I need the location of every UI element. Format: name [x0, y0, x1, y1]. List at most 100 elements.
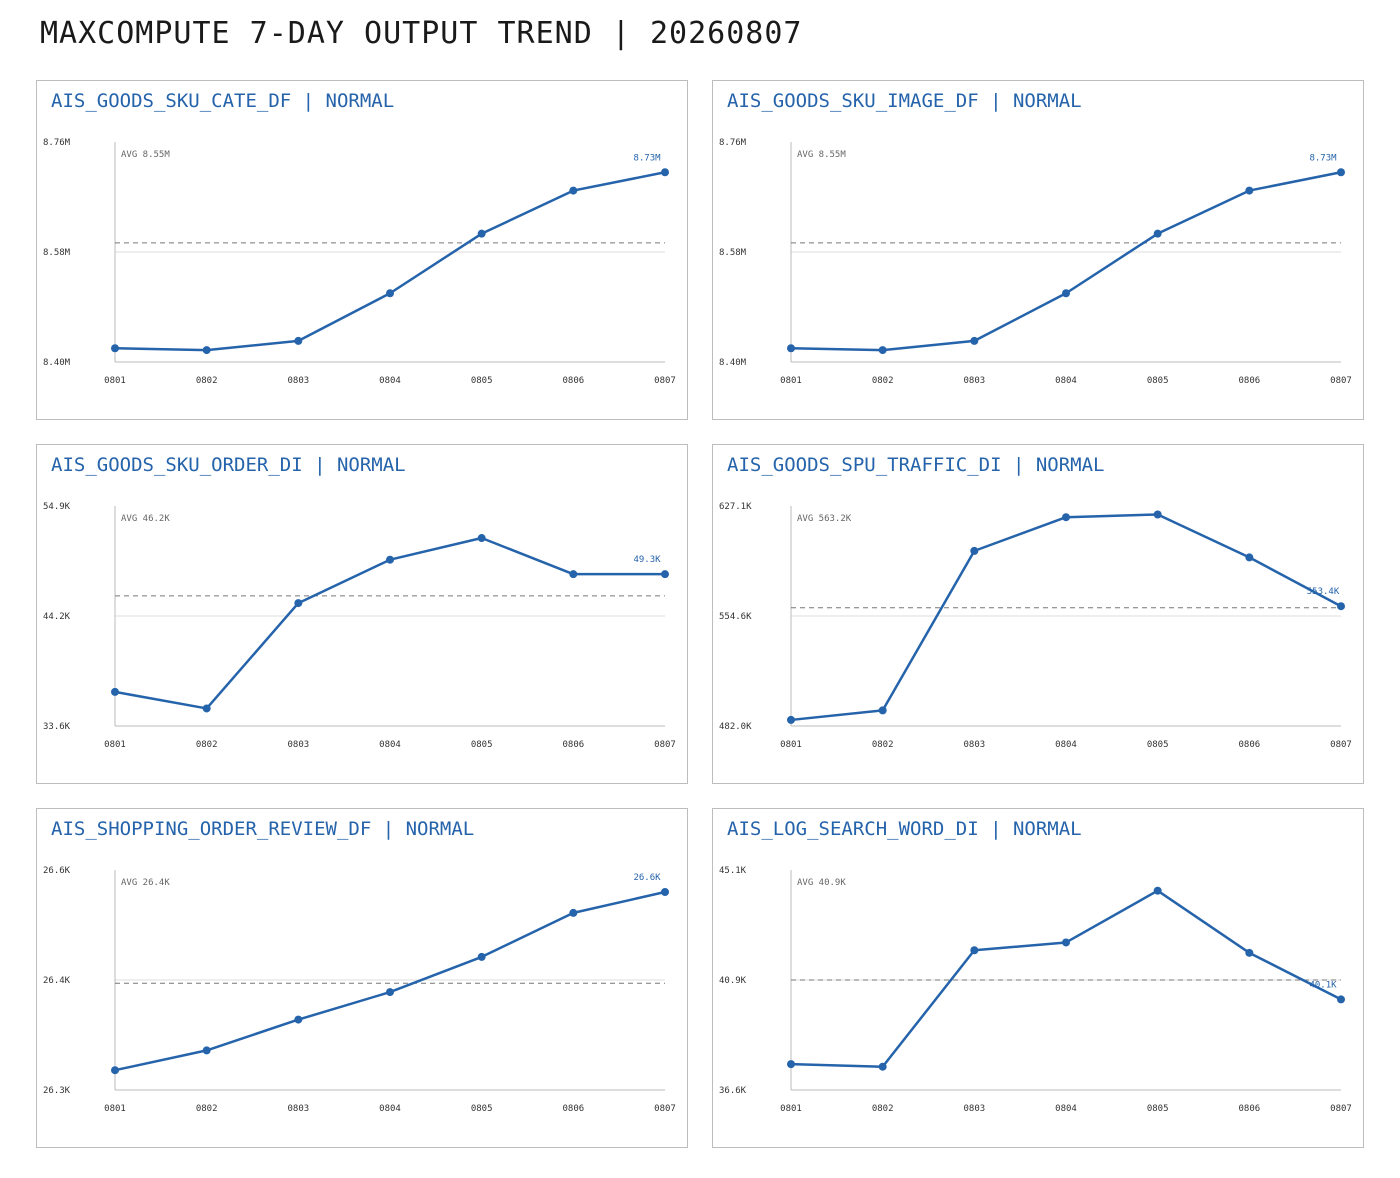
last-value-label: 49.3K	[633, 555, 661, 565]
data-point	[477, 229, 486, 238]
data-point	[1153, 510, 1162, 519]
avg-label: AVG 46.2K	[121, 514, 170, 524]
x-tick-label: 0806	[1238, 376, 1260, 386]
avg-label: AVG 26.4K	[121, 878, 170, 888]
x-tick-label: 0807	[654, 1104, 676, 1114]
y-tick-label: 8.58M	[43, 248, 71, 258]
x-tick-label: 0805	[1147, 376, 1169, 386]
data-point	[386, 289, 394, 298]
data-point	[970, 336, 979, 345]
x-tick-label: 0804	[1055, 376, 1077, 386]
data-point	[477, 952, 486, 961]
y-tick-label: 554.6K	[719, 612, 752, 622]
chart-title: AIS_GOODS_SPU_TRAFFIC_DI | NORMAL	[727, 454, 1105, 476]
x-tick-label: 0803	[287, 740, 309, 750]
y-tick-label: 627.1K	[719, 502, 752, 512]
x-tick-label: 0806	[1238, 740, 1260, 750]
data-point	[1062, 513, 1070, 522]
chart-panel-1: AIS_GOODS_SKU_CATE_DF | NORMAL 8.40M 8.58…	[36, 80, 688, 420]
avg-label: AVG 563.2K	[797, 514, 852, 524]
x-tick-label: 0801	[104, 1104, 126, 1114]
data-point	[202, 346, 211, 355]
chart-title: AIS_SHOPPING_ORDER_REVIEW_DF | NORMAL	[51, 818, 475, 840]
data-point	[569, 186, 578, 195]
series-line	[114, 171, 666, 352]
x-tick-label: 0802	[196, 1104, 218, 1114]
x-tick-label: 0801	[780, 376, 802, 386]
last-value-label: 553.4K	[1307, 587, 1340, 597]
x-tick-label: 0805	[1147, 740, 1169, 750]
data-point	[661, 168, 669, 177]
y-tick-label: 54.9K	[43, 502, 71, 512]
y-tick-label: 44.2K	[43, 612, 71, 622]
data-point	[111, 344, 119, 353]
data-point	[970, 946, 979, 955]
data-point	[1337, 602, 1345, 611]
line-chart: 33.6K 44.2K 54.9K 0801 0802 0803 0804 0805 0806 0…	[43, 502, 676, 750]
x-tick-label: 0801	[104, 376, 126, 386]
x-tick-label: 0807	[654, 740, 676, 750]
x-tick-label: 0801	[104, 740, 126, 750]
data-point	[787, 344, 795, 353]
data-point	[569, 570, 578, 579]
data-point	[787, 715, 795, 724]
x-tick-label: 0804	[1055, 1104, 1077, 1114]
x-tick-label: 0807	[654, 376, 676, 386]
x-tick-label: 0807	[1330, 376, 1352, 386]
data-point	[386, 988, 394, 997]
line-chart: 36.6K 40.9K 45.1K 0801 0802 0803 0804 0805 0806 0…	[719, 866, 1352, 1114]
data-point	[787, 1060, 795, 1069]
data-point	[970, 546, 979, 555]
chart-panel-2: AIS_GOODS_SKU_IMAGE_DF | NORMAL 8.40M 8.5…	[712, 80, 1364, 420]
x-tick-label: 0804	[379, 740, 401, 750]
last-value-label: 26.6K	[633, 873, 661, 883]
chart-title: AIS_GOODS_SKU_IMAGE_DF | NORMAL	[727, 90, 1082, 112]
data-point	[111, 687, 119, 696]
x-tick-label: 0804	[1055, 740, 1077, 750]
data-point	[1062, 938, 1070, 947]
series-line	[114, 890, 666, 1072]
line-chart: 8.40M 8.58M 8.76M 0801 0802 0803 0804 0805 0806 0…	[43, 138, 676, 386]
series-line	[790, 889, 1342, 1068]
x-tick-label: 0804	[379, 376, 401, 386]
data-point	[477, 534, 486, 543]
data-point	[878, 1062, 887, 1071]
x-tick-label: 0803	[963, 376, 985, 386]
x-tick-label: 0803	[287, 1104, 309, 1114]
y-tick-label: 45.1K	[719, 866, 747, 876]
data-point	[1153, 886, 1162, 895]
x-tick-label: 0806	[1238, 1104, 1260, 1114]
y-tick-label: 8.76M	[43, 138, 71, 148]
x-tick-label: 0805	[1147, 1104, 1169, 1114]
line-chart: 482.0K 554.6K 627.1K 0801 0802 0803 0804 0805 08…	[719, 502, 1352, 750]
data-point	[1337, 995, 1345, 1004]
y-tick-label: 40.9K	[719, 976, 747, 986]
x-tick-label: 0807	[1330, 1104, 1352, 1114]
data-point	[1245, 948, 1254, 957]
x-tick-label: 0804	[379, 1104, 401, 1114]
avg-label: AVG 8.55M	[121, 150, 170, 160]
last-value-label: 8.73M	[1309, 153, 1337, 163]
y-tick-label: 8.40M	[43, 358, 71, 368]
chart-title: AIS_LOG_SEARCH_WORD_DI | NORMAL	[727, 818, 1082, 840]
chart-panel-3: AIS_GOODS_SKU_ORDER_DI | NORMAL 33.6K 44.…	[36, 444, 688, 784]
data-point	[202, 1046, 211, 1055]
x-tick-label: 0805	[471, 376, 493, 386]
chart-title: AIS_GOODS_SKU_CATE_DF | NORMAL	[51, 90, 395, 112]
x-tick-label: 0805	[471, 740, 493, 750]
y-tick-label: 482.0K	[719, 722, 752, 732]
x-tick-label: 0802	[196, 740, 218, 750]
data-point	[661, 888, 669, 896]
data-point	[878, 346, 887, 355]
x-tick-label: 0802	[872, 1104, 894, 1114]
y-tick-label: 26.3K	[43, 1086, 71, 1096]
avg-label: AVG 40.9K	[797, 878, 846, 888]
y-tick-label: 8.40M	[719, 358, 747, 368]
data-point	[1062, 289, 1070, 298]
y-tick-label: 26.6K	[43, 866, 71, 876]
x-tick-label: 0802	[872, 376, 894, 386]
data-point	[878, 706, 887, 715]
data-point	[202, 704, 211, 713]
series-line	[790, 171, 1342, 352]
x-tick-label: 0801	[780, 1104, 802, 1114]
